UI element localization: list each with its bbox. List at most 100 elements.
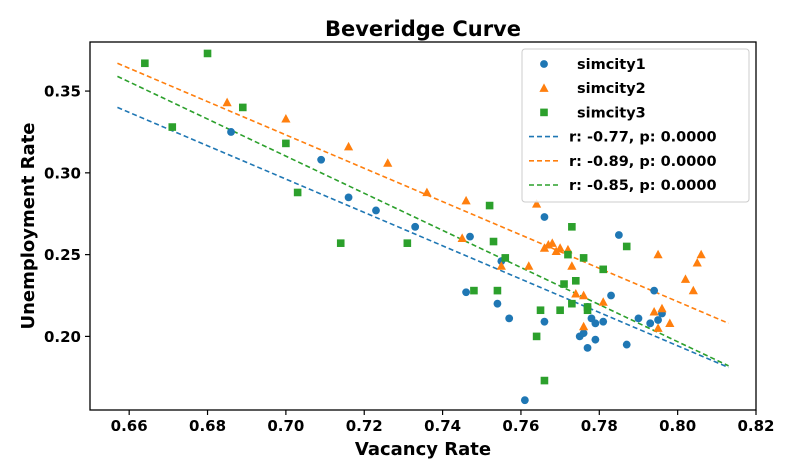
simcity2-point bbox=[649, 307, 659, 316]
simcity3-point bbox=[556, 306, 564, 315]
simcity3-point bbox=[203, 49, 212, 58]
simcity2-point bbox=[653, 323, 663, 332]
simcity1-point bbox=[540, 317, 549, 326]
x-tick-label: 0.82 bbox=[737, 417, 774, 435]
simcity2-point bbox=[688, 285, 698, 295]
x-tick-label: 0.78 bbox=[581, 417, 618, 435]
trendlines bbox=[117, 62, 729, 369]
simcity1-point bbox=[540, 213, 549, 221]
plot-frame bbox=[89, 41, 757, 411]
simcity1-point bbox=[505, 314, 514, 323]
simcity3-point bbox=[141, 59, 149, 68]
series-simcity1 bbox=[227, 128, 666, 405]
simcity2-point bbox=[579, 290, 589, 300]
y-axis-label: Unemployment Rate bbox=[18, 122, 39, 329]
legend-label-simcity2: simcity2 bbox=[577, 81, 646, 97]
x-tick-label: 0.66 bbox=[111, 417, 148, 435]
simcity1-point bbox=[599, 317, 608, 326]
simcity2-point bbox=[653, 249, 663, 259]
trendline-3 bbox=[117, 75, 729, 367]
simcity2-point bbox=[571, 289, 581, 298]
simcity2-point bbox=[555, 243, 565, 252]
simcity3-point bbox=[501, 254, 510, 262]
simcity1-point bbox=[614, 231, 623, 239]
legend-label-simcity3: simcity3 bbox=[577, 105, 646, 121]
simcity3-point bbox=[282, 139, 290, 148]
simcity2-point bbox=[567, 261, 577, 270]
simcity2-point bbox=[665, 318, 675, 327]
legend-marker-simcity2 bbox=[539, 83, 549, 92]
simcity3-point bbox=[293, 188, 302, 197]
simcity1-point bbox=[622, 340, 631, 349]
simcity3-point bbox=[571, 276, 580, 285]
simcity1-point bbox=[650, 286, 659, 295]
legend-box bbox=[521, 48, 750, 203]
y-tick-label: 0.25 bbox=[44, 246, 81, 264]
simcity3-point bbox=[336, 239, 345, 247]
simcity3-point bbox=[403, 239, 412, 247]
simcity2-point bbox=[598, 297, 608, 306]
simcity1-point bbox=[634, 314, 643, 323]
simcity1-point bbox=[462, 288, 470, 297]
x-tick-label: 0.76 bbox=[502, 417, 539, 435]
simcity2-point bbox=[532, 199, 542, 208]
simcity2-point bbox=[579, 321, 589, 331]
y-tick-label: 0.30 bbox=[44, 164, 81, 182]
simcity1-point bbox=[520, 396, 529, 405]
simcity2-point bbox=[496, 261, 506, 270]
legend-label-simcity1: simcity1 bbox=[577, 57, 646, 73]
x-tick-label: 0.74 bbox=[424, 417, 461, 435]
chart-title: Beveridge Curve bbox=[325, 17, 521, 41]
x-axis-label: Vacancy Rate bbox=[355, 439, 491, 460]
y-tick-label: 0.20 bbox=[44, 328, 81, 346]
simcity2-point bbox=[457, 233, 467, 242]
simcity1-point bbox=[646, 319, 655, 328]
simcity2-point bbox=[422, 187, 432, 197]
simcity1-point bbox=[591, 319, 600, 328]
legend-marker-simcity1 bbox=[540, 60, 548, 68]
simcity3-point bbox=[540, 376, 549, 385]
simcity3-point bbox=[238, 103, 247, 112]
legend-trend-label-2: r: -0.89, p: 0.0000 bbox=[569, 154, 717, 170]
simcity1-point bbox=[317, 155, 326, 164]
trendline-2 bbox=[117, 62, 729, 325]
simcity3-point bbox=[470, 286, 478, 295]
legend-trend-label-1: r: -0.77, p: 0.0000 bbox=[569, 130, 717, 146]
simcity2-point bbox=[281, 114, 291, 123]
simcity1-point bbox=[493, 299, 502, 308]
simcity1-point bbox=[411, 222, 420, 231]
series-simcity3 bbox=[141, 49, 631, 385]
simcity3-point bbox=[493, 286, 502, 295]
simcity2-point bbox=[461, 195, 471, 205]
x-tick-label: 0.70 bbox=[267, 417, 304, 435]
simcity1-point bbox=[579, 329, 588, 338]
simcity3-point bbox=[579, 254, 588, 262]
simcity2-point bbox=[383, 158, 393, 167]
simcity1-point bbox=[227, 128, 235, 136]
simcity3-point bbox=[485, 201, 494, 210]
x-tick-label: 0.68 bbox=[189, 417, 226, 435]
x-tick-label: 0.80 bbox=[659, 417, 696, 435]
simcity1-point bbox=[372, 206, 380, 215]
simcity1-point bbox=[607, 291, 615, 300]
simcity3-point bbox=[599, 265, 608, 274]
y-axis-ticks: 0.20 0.25 0.30 0.35 bbox=[44, 83, 90, 346]
simcity1-point bbox=[466, 232, 474, 241]
y-tick-label: 0.35 bbox=[44, 83, 81, 101]
simcity3-point bbox=[568, 223, 576, 231]
legend-marker-simcity3 bbox=[540, 108, 548, 117]
simcity3-point bbox=[583, 303, 592, 311]
simcity1-point bbox=[344, 193, 353, 202]
simcity2-point bbox=[524, 261, 534, 270]
simcity1-point bbox=[591, 335, 600, 344]
plot-area: 0.66 0.68 0.70 0.72 0.74 0.76 0.78 0.80 0.82 0.20… bbox=[44, 41, 775, 435]
simcity2-point bbox=[696, 249, 706, 259]
simcity3-point bbox=[560, 280, 568, 288]
simcity3-point bbox=[489, 237, 498, 246]
x-axis-ticks: 0.66 0.68 0.70 0.72 0.74 0.76 0.78 0.80 0.82 bbox=[111, 410, 775, 435]
simcity2-point bbox=[692, 257, 702, 267]
simcity3-point bbox=[564, 250, 572, 259]
simcity3-point bbox=[622, 242, 631, 251]
simcity1-point bbox=[654, 316, 662, 324]
